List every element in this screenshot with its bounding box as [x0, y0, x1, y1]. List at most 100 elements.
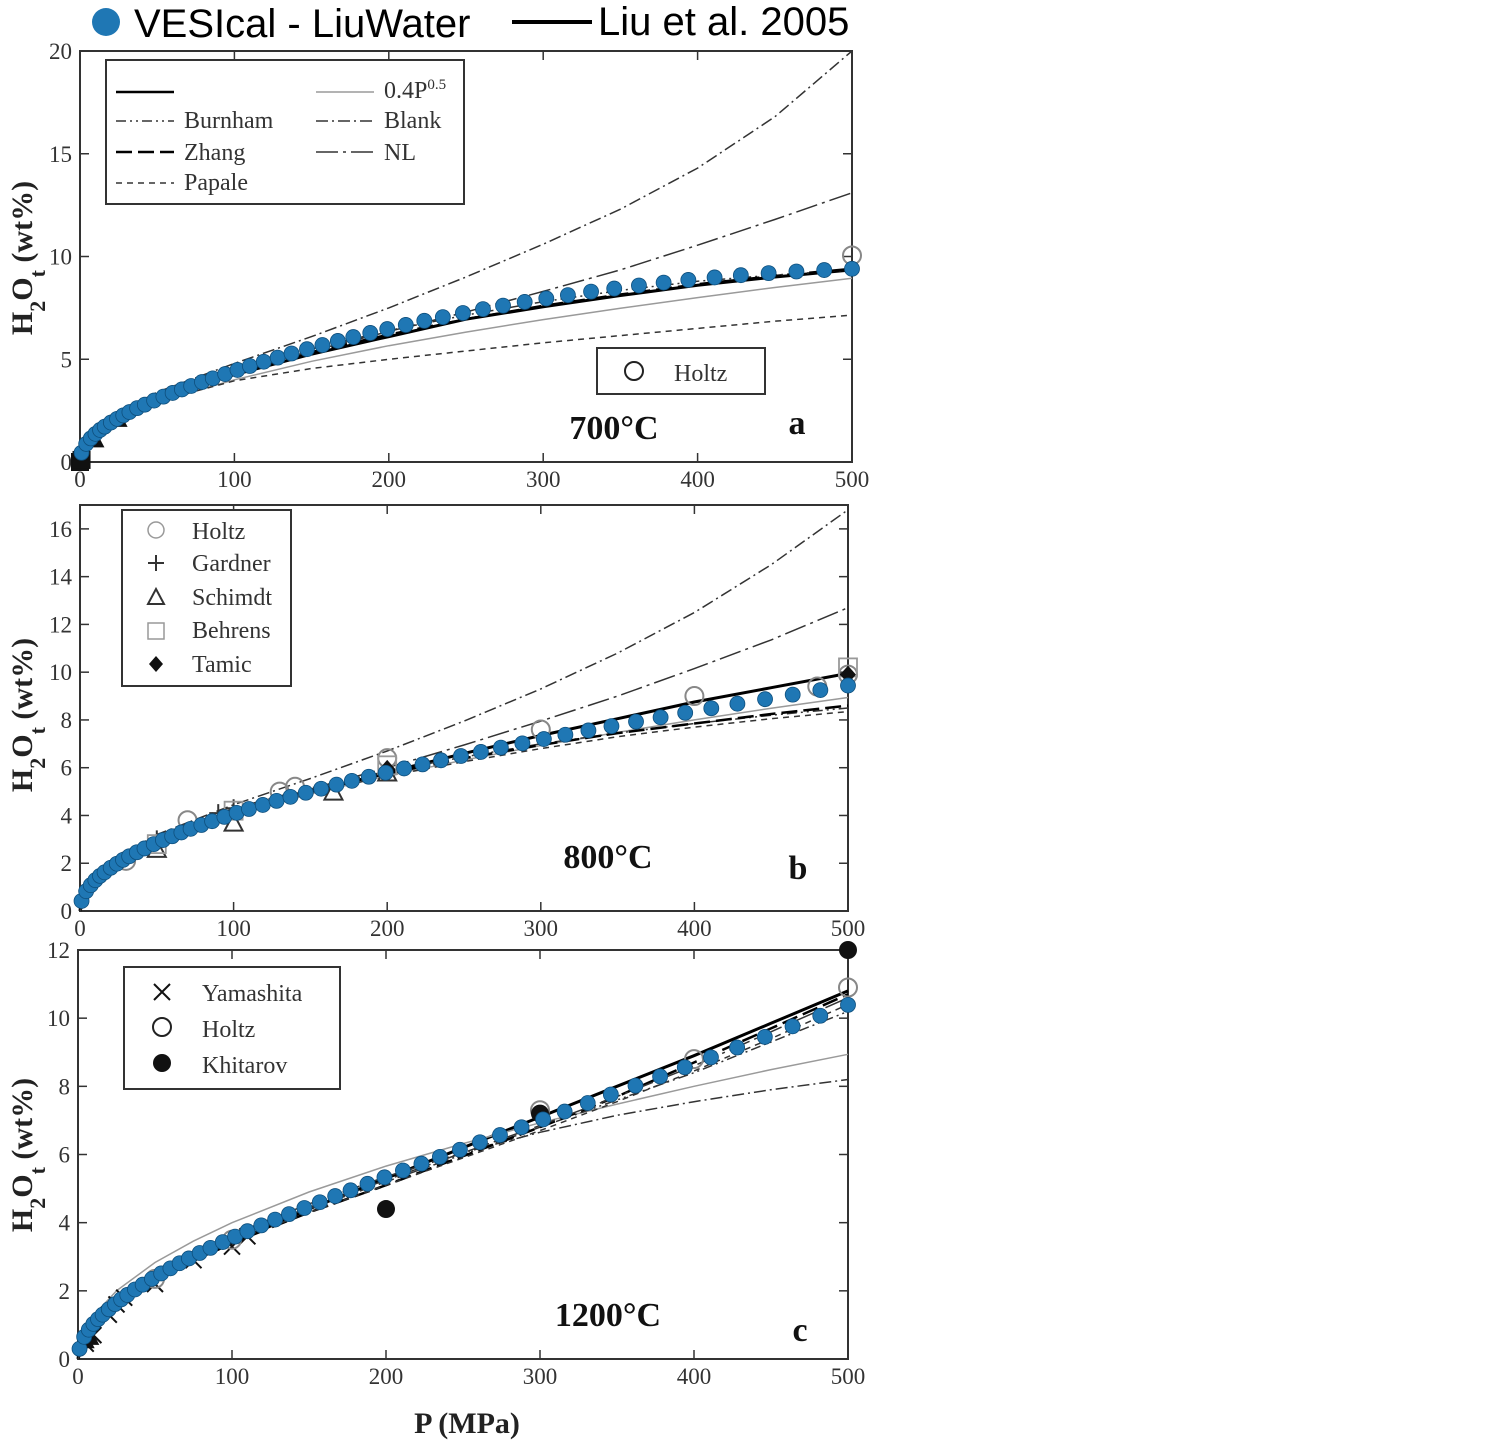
- vesical-point: [241, 801, 257, 817]
- vesical-point: [557, 726, 574, 743]
- model-curve-0-4p-0-5: [79, 696, 849, 912]
- vesical-point: [281, 1206, 297, 1223]
- vesical-point: [579, 1095, 596, 1111]
- vesical-point: [706, 269, 723, 286]
- model-curve-0-4p-0-5: [77, 1053, 849, 1360]
- panel-a-legend: 0.4P0.5 Burnham Blank Zhang NL Papale: [105, 59, 465, 205]
- vesical-point: [475, 301, 491, 318]
- vesical-point: [267, 1211, 284, 1228]
- point-holtz: [684, 1049, 704, 1070]
- model-curve-papale: [79, 710, 849, 912]
- vesical-point: [606, 280, 623, 297]
- vesical-point: [602, 1086, 619, 1103]
- x-tick-label: 200: [372, 467, 407, 492]
- vesical-point: [812, 682, 829, 698]
- vesical-point: [472, 1134, 488, 1151]
- x-tick-label: 200: [369, 1364, 404, 1389]
- vesical-point: [652, 709, 669, 726]
- vesical-point: [556, 1103, 573, 1120]
- liu-legend-label: Liu et al. 2005: [598, 0, 849, 44]
- vesical-point: [343, 772, 360, 789]
- y-tick-label: 6: [59, 1143, 71, 1168]
- series-vesical: [73, 677, 856, 909]
- vesical-point: [516, 294, 533, 310]
- temperature-label: 800°C: [563, 839, 652, 876]
- vesical-point: [255, 353, 272, 370]
- vesical-point: [652, 1068, 669, 1085]
- legend-label-nl: NL: [384, 140, 416, 166]
- point-khitarov: [377, 1200, 395, 1219]
- vesical-point: [538, 290, 555, 307]
- vesical-point: [840, 677, 856, 694]
- y-tick-label: 12: [47, 938, 70, 963]
- vesical-point: [359, 1175, 376, 1192]
- vesical-point: [311, 1194, 328, 1211]
- vesical-point: [680, 272, 697, 288]
- vesical-point: [812, 1007, 829, 1024]
- x-tick-label: 100: [216, 916, 251, 941]
- x-tick-label: 0: [72, 1364, 84, 1389]
- vesical-point: [379, 321, 396, 337]
- panel-b: 0 100 200 300 400 500 0 2 4 6 8 10 12 14 16 H2Ot (wt%)…: [6, 504, 865, 941]
- vesical-point: [784, 686, 801, 703]
- panel-c: 0 100 200 300 400 500 0 2 4 6 8 10 12 H2Ot (wt%) Yam…: [6, 938, 865, 1389]
- x-axis-title: P (MPa): [414, 1407, 520, 1440]
- panel-letter: c: [792, 1312, 807, 1349]
- legend-label-papale: Papale: [184, 170, 248, 196]
- vesical-point: [732, 267, 749, 284]
- vesical-point: [314, 337, 331, 353]
- x-tick-label: 500: [835, 467, 870, 492]
- model-curve-nl: [79, 192, 853, 463]
- vesical-point: [328, 776, 345, 793]
- vesical-point: [413, 1155, 430, 1172]
- legend-marker-khitarov: [153, 1054, 171, 1072]
- legend-label-khitarov: Khitarov: [202, 1053, 287, 1079]
- legend-marker-behrens: [147, 622, 165, 640]
- data-legend-box: [596, 347, 766, 395]
- vesical-point: [414, 756, 431, 773]
- vesical-point: [703, 1049, 719, 1066]
- legend-label-zhang: Zhang: [184, 140, 245, 166]
- vesical-point: [297, 784, 314, 801]
- model-curve-zhang: [78, 704, 849, 912]
- legend-label-burnham: Burnham: [184, 108, 274, 134]
- model-curve-burnham: [79, 707, 849, 912]
- x-tick-label: 400: [680, 467, 715, 492]
- vesical-point: [729, 695, 746, 712]
- panel-a-data-legend: Holtz: [596, 347, 766, 395]
- vesical-point: [840, 996, 856, 1013]
- temperature-label: 1200°C: [555, 1297, 661, 1334]
- vesical-point: [327, 1188, 344, 1204]
- x-tick-label: 0: [74, 916, 86, 941]
- vesical-point: [492, 1127, 508, 1143]
- x-tick-label: 200: [370, 916, 405, 941]
- y-tick-label: 6: [61, 756, 73, 781]
- legend-label-tamic: Tamic: [192, 652, 252, 678]
- y-tick-label: 2: [59, 1279, 71, 1304]
- vesical-point: [655, 274, 672, 291]
- legend-label-thin: 0.4P0.5: [384, 77, 446, 104]
- y-tick-label: 16: [49, 517, 72, 542]
- vesical-point: [729, 1039, 746, 1056]
- vesical-point: [376, 1169, 393, 1186]
- vesical-point: [397, 317, 414, 333]
- vesical-point: [396, 760, 412, 777]
- vesical-point: [268, 793, 285, 809]
- legend-marker-holtz: [147, 521, 165, 539]
- x-tick-label: 400: [677, 916, 712, 941]
- plot-area: 0 100 200 300 400 500 0 2 4 6 8 10 12 14 16: [49, 504, 865, 941]
- vesical-point: [627, 1077, 644, 1094]
- legend-label-schimdt: Schimdt: [192, 585, 272, 611]
- x-tick-label: 300: [524, 916, 559, 941]
- point-holtz: [684, 686, 705, 707]
- top-legend: VESIcal - LiuWater Liu et al. 2005: [92, 0, 849, 46]
- vesical-point: [241, 358, 258, 374]
- legend-marker-tamic: [149, 656, 163, 672]
- series-vesical: [71, 996, 856, 1357]
- panel-letter: b: [789, 850, 808, 887]
- y-axis-title: H2Ot (wt%): [6, 1078, 50, 1232]
- vesical-point: [757, 691, 773, 708]
- vesical-point: [495, 297, 511, 314]
- y-tick-label: 14: [49, 565, 73, 590]
- point-holtz: [838, 977, 858, 998]
